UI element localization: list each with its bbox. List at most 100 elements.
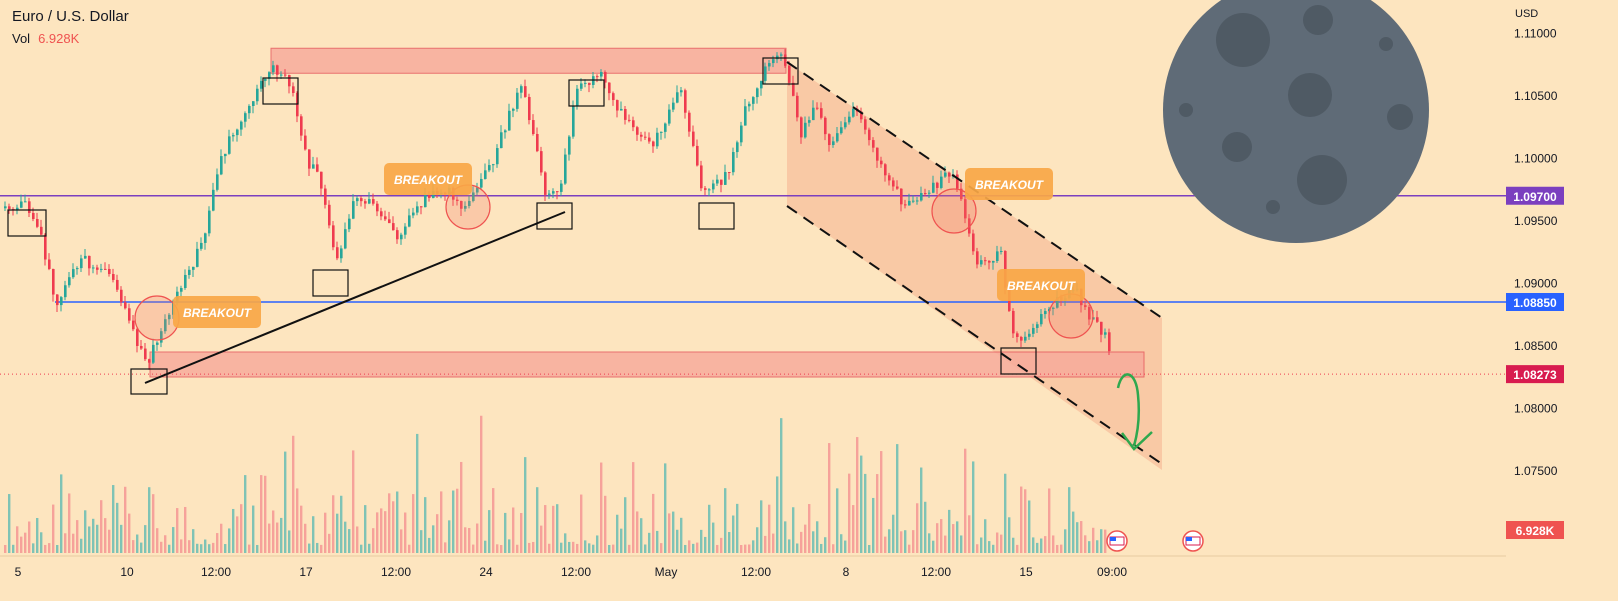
moon-crater bbox=[1288, 73, 1332, 117]
volume-bar bbox=[424, 497, 427, 553]
volume-bar bbox=[360, 544, 363, 553]
marker-box[interactable] bbox=[568, 79, 605, 107]
volume-bar bbox=[268, 523, 271, 553]
candle-body bbox=[880, 160, 883, 165]
volume-bar bbox=[1044, 536, 1047, 553]
breakout-label-3[interactable]: BREAKOUT bbox=[965, 168, 1053, 200]
marker-box[interactable] bbox=[7, 209, 47, 237]
marker-box[interactable] bbox=[762, 57, 799, 85]
candle-body bbox=[152, 344, 155, 363]
volume-bar bbox=[656, 530, 659, 553]
marker-box[interactable] bbox=[698, 202, 735, 230]
breakout-label-4[interactable]: BREAKOUT bbox=[997, 269, 1085, 301]
price-badge[interactable]: 1.08273 bbox=[1506, 365, 1564, 384]
candle-body bbox=[492, 164, 495, 166]
marker-box[interactable] bbox=[262, 77, 299, 105]
volume-bar bbox=[772, 533, 775, 553]
breakout-circle[interactable] bbox=[134, 295, 180, 341]
candle-body bbox=[976, 251, 979, 265]
breakout-label-bg bbox=[997, 269, 1085, 301]
volume-bar bbox=[272, 510, 275, 553]
volume-bar bbox=[480, 415, 483, 553]
candle-body bbox=[416, 206, 419, 213]
volume-bar bbox=[68, 493, 71, 553]
marker-box[interactable] bbox=[130, 368, 168, 395]
volume-bar bbox=[256, 544, 259, 553]
volume-bar bbox=[1020, 486, 1023, 553]
breakout-label-text: BREAKOUT bbox=[975, 178, 1045, 192]
candle-body bbox=[156, 342, 159, 345]
price-tick-label: 1.09500 bbox=[1514, 214, 1558, 228]
volume-bar bbox=[304, 523, 307, 553]
volume-bar bbox=[112, 485, 115, 553]
candle-body bbox=[404, 226, 407, 235]
volume-bar bbox=[504, 512, 507, 553]
volume-legend: Vol 6.928K bbox=[12, 31, 129, 46]
volume-bar bbox=[788, 539, 791, 553]
candle-body bbox=[972, 233, 975, 252]
us-flag-icon[interactable] bbox=[1106, 530, 1128, 552]
channel-lower-line[interactable] bbox=[786, 205, 1163, 465]
candle-body bbox=[44, 234, 47, 260]
volume-bar bbox=[632, 462, 635, 553]
volume-bar bbox=[1012, 537, 1015, 553]
candle-body bbox=[136, 329, 139, 346]
candle-body bbox=[840, 127, 843, 134]
volume-bar bbox=[640, 518, 643, 553]
volume-bar bbox=[232, 508, 235, 553]
volume-bar bbox=[96, 524, 99, 553]
breakout-label-text: BREAKOUT bbox=[394, 173, 464, 187]
breakout-circle[interactable] bbox=[931, 188, 977, 234]
volume-bar bbox=[188, 540, 191, 553]
projection-arrow[interactable] bbox=[1116, 373, 1141, 447]
breakout-label-2[interactable]: BREAKOUT bbox=[384, 163, 472, 195]
time-tick-label: 24 bbox=[479, 565, 493, 579]
moon-crater bbox=[1266, 200, 1280, 214]
price-badge[interactable]: 1.08850 bbox=[1506, 293, 1564, 311]
ascending-trendline[interactable] bbox=[144, 211, 566, 384]
volume-bar bbox=[196, 543, 199, 553]
candle-body bbox=[500, 132, 503, 149]
marker-box[interactable] bbox=[536, 202, 573, 230]
volume-bar bbox=[20, 536, 23, 553]
volume-bar bbox=[608, 544, 611, 553]
volume-bar bbox=[732, 515, 735, 553]
volume-bar bbox=[624, 497, 627, 553]
price-badge-bg bbox=[1506, 521, 1564, 539]
volume-bar bbox=[524, 457, 527, 553]
volume-bar bbox=[600, 462, 603, 553]
candle-body bbox=[940, 176, 943, 188]
candle-body bbox=[792, 82, 795, 96]
candle-body bbox=[460, 200, 463, 209]
breakout-label-1[interactable]: BREAKOUT bbox=[173, 296, 261, 328]
marker-box[interactable] bbox=[312, 269, 349, 297]
candle-body bbox=[612, 93, 615, 101]
volume-bar bbox=[8, 494, 11, 553]
candle-body bbox=[864, 119, 867, 130]
price-badge[interactable]: 1.09700 bbox=[1506, 186, 1564, 205]
candle-body bbox=[1052, 307, 1055, 309]
candle-body bbox=[396, 230, 399, 240]
marker-box[interactable] bbox=[1000, 347, 1037, 375]
candle-body bbox=[796, 95, 799, 118]
breakout-label-bg bbox=[965, 168, 1053, 200]
candle-body bbox=[508, 110, 511, 131]
volume-bar bbox=[744, 544, 747, 553]
candle-body bbox=[272, 65, 275, 73]
candle-body bbox=[692, 131, 695, 146]
candle-body bbox=[756, 88, 759, 98]
us-flag-icon[interactable] bbox=[1182, 530, 1204, 552]
volume-bars bbox=[4, 415, 1107, 553]
volume-bar bbox=[984, 519, 987, 553]
volume-bar bbox=[168, 544, 171, 553]
candle-body bbox=[52, 268, 55, 295]
volume-bar bbox=[80, 538, 83, 553]
volume-bar bbox=[64, 533, 67, 553]
candle-body bbox=[708, 189, 711, 191]
candle-body bbox=[96, 267, 99, 270]
volume-bar bbox=[880, 451, 883, 553]
price-badge[interactable]: 6.928K bbox=[1506, 521, 1564, 539]
symbol-title[interactable]: Euro / U.S. Dollar bbox=[12, 8, 129, 25]
candle-body bbox=[832, 141, 835, 146]
